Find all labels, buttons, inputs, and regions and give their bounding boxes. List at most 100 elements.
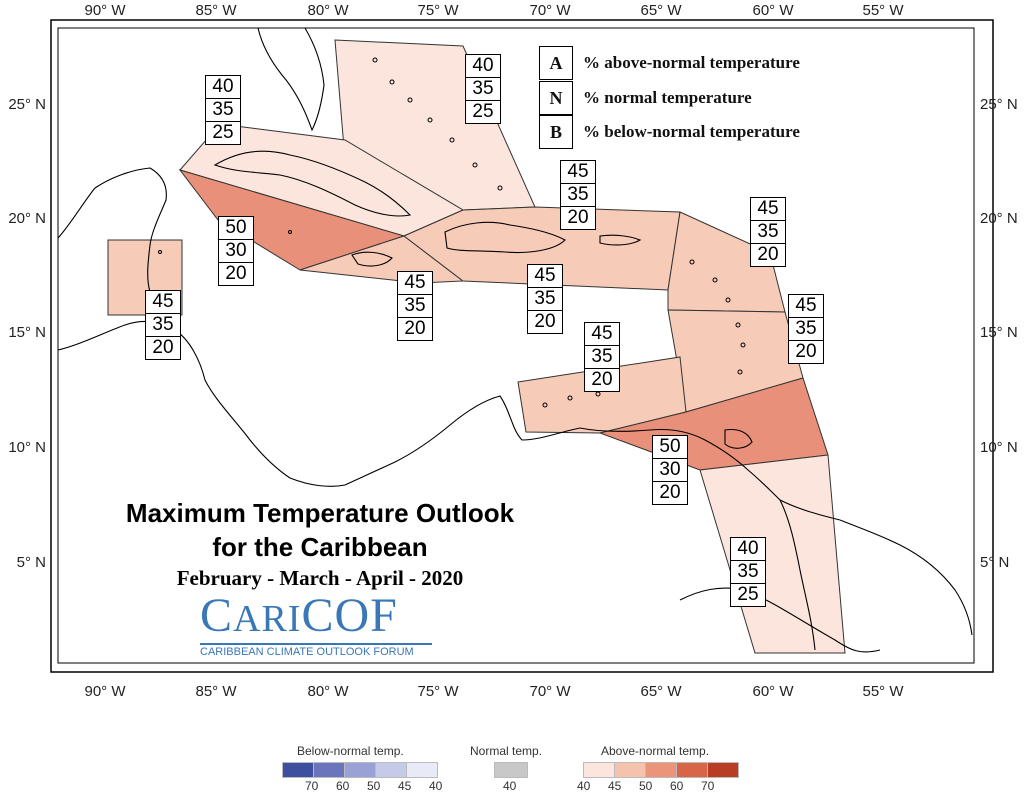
colorbar-tick: 60 <box>670 779 684 793</box>
lat-label-right: 10° N <box>980 439 1018 456</box>
lon-label-bottom: 55° W <box>862 683 904 700</box>
swatch-below-45 <box>375 762 407 778</box>
lon-label-top: 90° W <box>84 2 126 19</box>
island-dot <box>288 230 292 234</box>
island-dot <box>740 342 746 348</box>
island-dot <box>449 137 455 143</box>
prob-normal: 30 <box>219 239 253 262</box>
legend-key: B <box>539 115 573 149</box>
forecast-box-windwards: 45 35 20 <box>788 294 824 364</box>
prob-below: 20 <box>398 317 432 340</box>
cuba-coast <box>213 150 412 217</box>
colorbar-tick: 70 <box>305 779 319 793</box>
prob-above: 40 <box>737 538 759 559</box>
lon-label-top: 65° W <box>640 2 682 19</box>
swatch-below-70 <box>282 762 314 778</box>
caricof-logo: CARICOF CARIBBEAN CLIMATE OUTLOOK FORUM <box>200 592 432 658</box>
map-season: February - March - April - 2020 <box>176 566 464 590</box>
lat-label-left: 15° N <box>8 324 46 341</box>
interior-border-1 <box>679 587 881 653</box>
prob-below: 25 <box>466 100 500 123</box>
prob-below: 20 <box>751 243 785 266</box>
prob-above: 40 <box>212 76 234 97</box>
prob-normal: 35 <box>789 317 823 340</box>
island-dot <box>407 97 413 103</box>
lat-label-right: 20° N <box>980 210 1018 227</box>
lat-label-left: 5° N <box>17 554 46 571</box>
colorbar-tick: 45 <box>398 779 412 793</box>
legend-key: A <box>539 46 573 80</box>
central-america-coast <box>57 320 346 487</box>
guianas-coast <box>839 519 973 636</box>
prob-normal: 35 <box>585 345 619 368</box>
island-dot <box>737 369 743 375</box>
prob-normal: 35 <box>146 313 180 336</box>
lon-label-bottom: 65° W <box>640 683 682 700</box>
lat-label-left: 10° N <box>8 439 46 456</box>
prob-below: 20 <box>528 310 562 333</box>
prob-below: 25 <box>206 121 240 144</box>
legend-key: N <box>539 81 573 115</box>
colorbar-below-label: Below-normal temp. <box>297 744 404 758</box>
map-title-region: for the Caribbean <box>212 532 428 562</box>
lat-label-right: 5° N <box>980 554 1009 571</box>
island-dot <box>389 79 395 85</box>
colorbar-tick: 40 <box>577 779 591 793</box>
prob-above: 45 <box>567 161 589 182</box>
island-dot <box>735 322 741 328</box>
prob-normal: 30 <box>653 458 687 481</box>
trinidad-coast <box>724 428 753 449</box>
lon-label-bottom: 85° W <box>195 683 237 700</box>
colorbar-tick: 50 <box>367 779 381 793</box>
swatch-above-50 <box>645 762 677 778</box>
lon-label-top: 60° W <box>752 2 794 19</box>
coastlines <box>57 27 973 653</box>
island-dot <box>497 185 503 191</box>
island-dot <box>595 391 601 397</box>
lat-label-right: 15° N <box>980 324 1018 341</box>
legend-text: % normal temperature <box>583 88 752 107</box>
map-title-block: Maximum Temperature Outlook for the Cari… <box>70 496 570 592</box>
lon-label-bottom: 90° W <box>84 683 126 700</box>
prob-above: 40 <box>472 55 494 76</box>
forecast-box-jamaica: 45 35 20 <box>397 271 433 341</box>
island-dot <box>567 395 573 401</box>
puerto-rico-coast <box>599 234 642 246</box>
swatch-above-45 <box>614 762 646 778</box>
prob-above: 45 <box>152 291 174 312</box>
lon-label-bottom: 60° W <box>752 683 794 700</box>
colorbar-tick: 40 <box>429 779 443 793</box>
prob-normal: 35 <box>466 77 500 100</box>
small-islands <box>158 57 746 408</box>
swatch-below-50 <box>344 762 376 778</box>
lon-label-bottom: 80° W <box>307 683 349 700</box>
axis-ticks: 90° W 85° W 80° W 75° W 70° W 65° W 60° … <box>8 2 1017 700</box>
logo-wordmark: CARICOF <box>200 592 432 643</box>
prob-normal: 35 <box>398 294 432 317</box>
colorbar-normal-label: Normal temp. <box>470 744 543 758</box>
colorbar-tick: 70 <box>701 779 715 793</box>
prob-above: 50 <box>225 217 247 238</box>
forecast-box-bahamas: 40 35 25 <box>465 54 501 124</box>
forecast-box-cuba: 40 35 25 <box>205 75 241 145</box>
island-dot <box>542 402 548 408</box>
lon-label-bottom: 75° W <box>417 683 459 700</box>
venezuela-coast <box>579 427 841 521</box>
lat-label-left: 25° N <box>8 96 46 113</box>
legend-row-below: B % below-normal temperature <box>539 115 800 149</box>
map-title: Maximum Temperature Outlook <box>125 498 515 528</box>
forecast-box-belize: 45 35 20 <box>145 290 181 360</box>
prob-below: 20 <box>219 262 253 285</box>
prob-above: 45 <box>591 323 613 344</box>
legend-row-above: A % above-normal temperature <box>539 46 800 80</box>
island-dot <box>472 162 478 168</box>
swatch-normal <box>494 762 528 778</box>
colorbar-tick: 40 <box>503 779 517 793</box>
colorbar-tick: 45 <box>608 779 622 793</box>
legend-row-normal: N % normal temperature <box>539 81 752 115</box>
lon-label-top: 80° W <box>307 2 349 19</box>
swatch-below-60 <box>313 762 345 778</box>
logo-letters: COF <box>301 589 398 642</box>
forecast-box-puerto-rico: 45 35 20 <box>560 160 596 230</box>
